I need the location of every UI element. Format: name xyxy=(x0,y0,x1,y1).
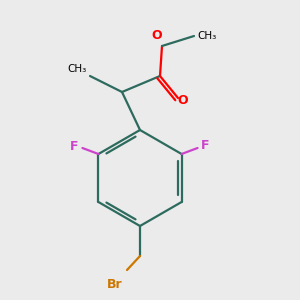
Text: F: F xyxy=(201,140,210,152)
Text: CH₃: CH₃ xyxy=(197,31,216,41)
Text: CH₃: CH₃ xyxy=(68,64,87,74)
Text: O: O xyxy=(152,29,162,42)
Text: O: O xyxy=(178,94,188,107)
Text: Br: Br xyxy=(107,278,123,290)
Text: F: F xyxy=(70,140,79,152)
